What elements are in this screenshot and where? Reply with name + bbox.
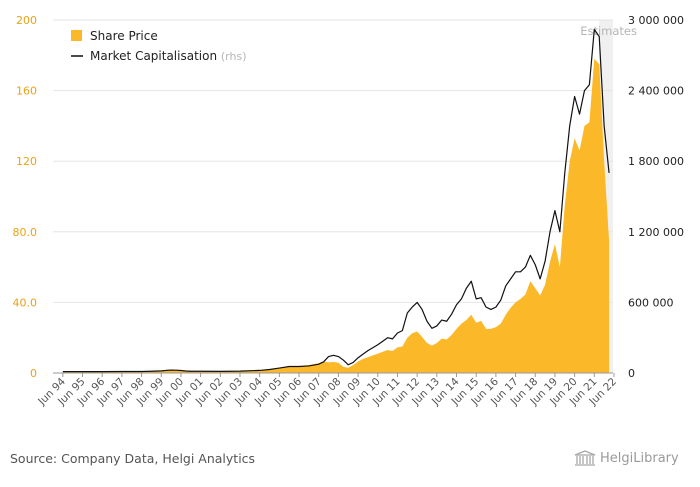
y-left-tick-label: 200 — [16, 14, 37, 27]
market-cap-line — [62, 28, 610, 373]
legend-share-label: Share Price — [90, 29, 158, 43]
y-right-tick-label: 0 — [628, 367, 635, 380]
y-left-tick-label: 0 — [30, 367, 37, 380]
y-right-tick-label: 3 000 000 — [628, 14, 684, 27]
legend-cap-suffix: (rhs) — [221, 50, 247, 63]
library-icon — [574, 450, 596, 466]
y-right-tick-label: 1 200 000 — [628, 226, 684, 239]
legend-share-swatch — [71, 30, 82, 41]
y-right-tick-label: 600 000 — [628, 296, 674, 309]
y-left-tick-label: 40.0 — [13, 296, 38, 309]
y-left-tick-label: 120 — [16, 155, 37, 168]
y-left-tick-label: 160 — [16, 85, 37, 98]
y-right-tick-label: 2 400 000 — [628, 85, 684, 98]
legend-cap-label: Market Capitalisation (rhs) — [90, 49, 247, 63]
share-price-area — [62, 58, 610, 373]
y-right-tick-label: 1 800 000 — [628, 155, 684, 168]
brand-name: HelgiLibrary — [600, 450, 679, 466]
source-note: Source: Company Data, Helgi Analytics — [10, 451, 256, 466]
brand-logo[interactable]: HelgiLibrary — [574, 450, 679, 466]
y-left-tick-label: 80.0 — [13, 226, 38, 239]
